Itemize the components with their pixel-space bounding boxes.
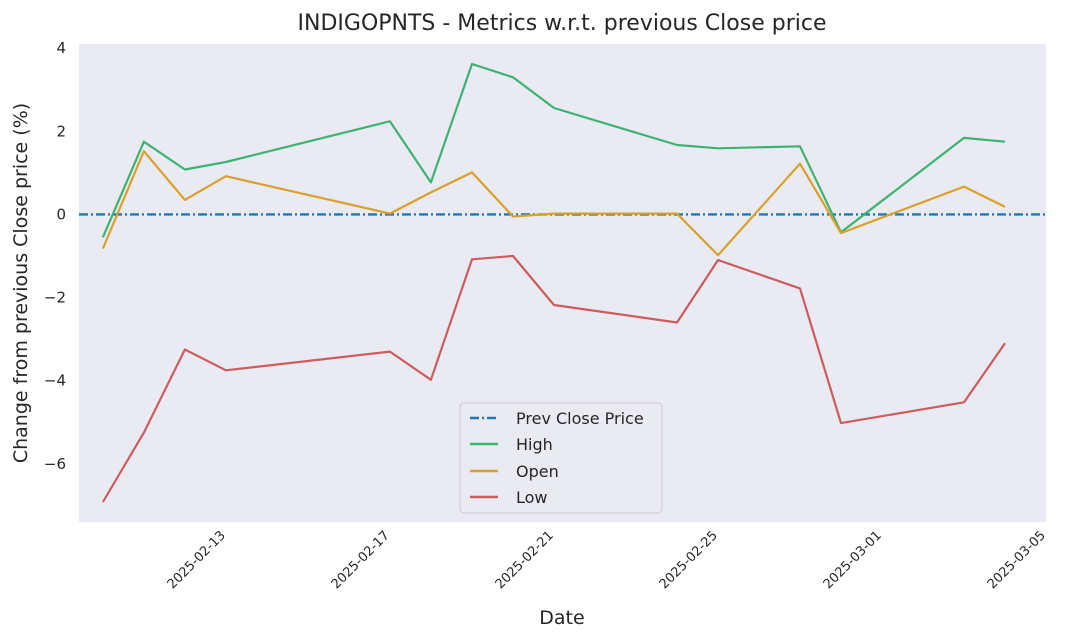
series-line-low: [101, 254, 1006, 503]
x-axis-label: Date: [539, 607, 584, 629]
y-tick-label: 2: [56, 122, 66, 140]
y-tick-label: 4: [56, 39, 66, 57]
y-axis-label: Change from previous Close price (%): [10, 103, 32, 463]
y-axis-ticks: 4 2 0 −2 −4 −6: [44, 39, 66, 473]
x-axis-ticks: 2025-02-13 2025-02-17 2025-02-21 2025-02-25…: [165, 528, 1049, 592]
x-tick-label: 2025-02-25: [657, 528, 721, 592]
y-tick-label: −4: [44, 372, 66, 390]
x-tick-label: 2025-03-01: [821, 528, 885, 592]
legend-label-prev-close: Prev Close Price: [516, 409, 644, 428]
x-tick-label: 2025-03-05: [985, 528, 1049, 592]
y-tick-label: 0: [56, 205, 66, 223]
series-lines: [79, 62, 1046, 503]
series-line-high: [101, 62, 1006, 238]
x-tick-label: 2025-02-17: [329, 528, 393, 592]
legend-box: [459, 402, 663, 514]
legend-label-low: Low: [516, 488, 548, 507]
x-tick-label: 2025-02-21: [493, 528, 557, 592]
chart-title: INDIGOPNTS - Metrics w.r.t. previous Clo…: [298, 11, 827, 36]
series-line-open: [101, 150, 1006, 257]
x-tick-label: 2025-02-13: [165, 528, 229, 592]
y-tick-label: −6: [44, 455, 66, 473]
legend-label-high: High: [516, 435, 553, 454]
legend-label-open: Open: [516, 462, 559, 481]
legend: Prev Close Price High Open Low: [459, 402, 663, 514]
y-tick-label: −2: [44, 289, 66, 307]
